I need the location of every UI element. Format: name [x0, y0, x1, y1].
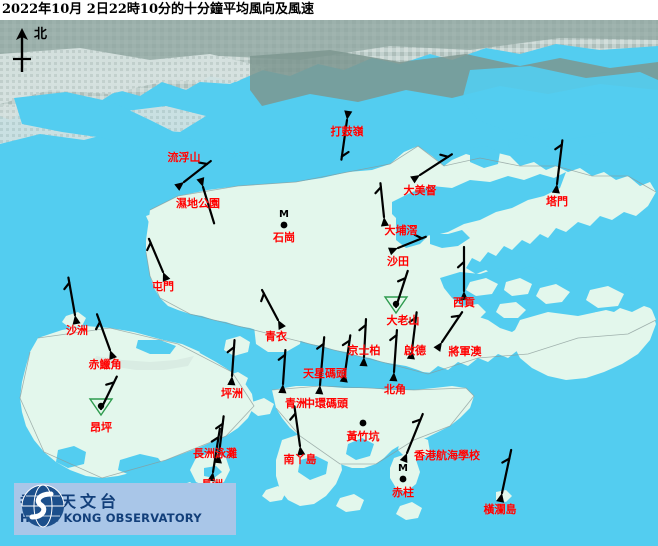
station-star-ferry[interactable]	[339, 334, 352, 383]
wind-map-canvas[interactable]: 打鼓嶺 流浮山 濕地公園 M 石崗 大美督 塔門 大埔滘 沙田 屯門 西貢 大老山 沙洲 青衣 赤鱲角 京士柏…	[0, 20, 658, 546]
logo-text-en: HONG KONG OBSERVATORY	[20, 510, 202, 525]
station-lamma-island[interactable]	[289, 405, 306, 456]
station-north-point[interactable]	[389, 329, 399, 382]
station-kings-park[interactable]	[358, 317, 368, 367]
station-peng-chau[interactable]	[226, 338, 236, 386]
station-lau-fau-shan[interactable]	[174, 159, 212, 191]
station-sha-tin[interactable]	[388, 233, 427, 256]
missing-data-flag-shek-kong: M	[279, 209, 289, 220]
station-sha-chau[interactable]	[63, 276, 81, 325]
station-kai-tak[interactable]	[406, 311, 418, 360]
missing-data-flag-stanley: M	[398, 463, 408, 474]
station-tsing-yi[interactable]	[260, 288, 286, 330]
basemap-graphic	[0, 20, 658, 546]
station-wong-chuk-hang[interactable]	[359, 419, 367, 427]
station-tseung-kwan-o[interactable]	[433, 311, 464, 352]
north-arrow-icon	[13, 28, 31, 72]
station-chek-lap-kok[interactable]	[94, 313, 117, 360]
station-central-pier[interactable]	[315, 336, 326, 395]
wind-barb-layer	[63, 110, 564, 503]
station-waglan-island[interactable]	[496, 448, 513, 503]
station-stanley[interactable]	[399, 475, 407, 483]
station-sai-kung[interactable]	[456, 245, 469, 301]
station-ta-kwu-ling[interactable]	[340, 110, 353, 161]
station-ngong-ping[interactable]	[88, 375, 118, 417]
station-tap-mun[interactable]	[551, 139, 564, 194]
station-green-island[interactable]	[277, 348, 287, 394]
north-arrow: 北	[6, 26, 68, 76]
north-label: 北	[34, 27, 48, 42]
station-cheung-chau[interactable]	[207, 427, 221, 482]
station-tai-mei-tuk[interactable]	[410, 153, 453, 184]
hko-logo: 香港天文台 HONG KONG OBSERVATORY	[14, 483, 236, 535]
station-cheung-chau-beach[interactable]	[213, 415, 225, 464]
hko-logo-icon	[21, 484, 65, 528]
station-tai-po-kau[interactable]	[374, 182, 390, 227]
station-tates-cairn[interactable]	[383, 269, 409, 315]
station-shek-kong[interactable]	[280, 221, 288, 229]
station-wetland-park[interactable]	[196, 177, 216, 225]
station-hk-sea-school[interactable]	[399, 412, 424, 463]
page-title: 2022年10月 2日22時10分的十分鐘平均風向及風速	[0, 0, 658, 20]
station-tuen-mun[interactable]	[146, 237, 171, 282]
